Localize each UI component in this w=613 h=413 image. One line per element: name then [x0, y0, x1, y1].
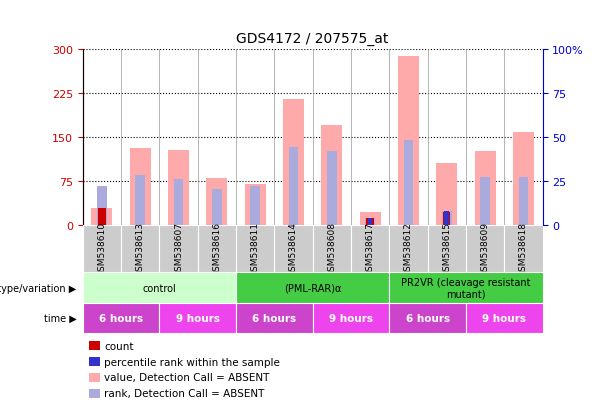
Bar [97, 187, 107, 225]
Text: GSM538616: GSM538616 [212, 221, 221, 276]
Bar [466, 225, 504, 273]
Bar [207, 178, 227, 225]
Bar [403, 141, 413, 225]
Bar [159, 225, 197, 273]
Text: GSM538607: GSM538607 [174, 221, 183, 276]
Bar [504, 225, 543, 273]
Bar [289, 148, 299, 225]
Text: time ▶: time ▶ [44, 313, 77, 323]
Bar [212, 190, 222, 225]
Bar [474, 152, 495, 225]
Bar [275, 225, 313, 273]
Bar [197, 225, 236, 273]
Bar [443, 212, 451, 225]
Bar [389, 225, 428, 273]
Text: GSM538614: GSM538614 [289, 221, 298, 276]
Text: control: control [142, 283, 177, 293]
Bar [313, 304, 389, 333]
Text: 6 hours: 6 hours [406, 313, 449, 323]
Text: GSM538608: GSM538608 [327, 221, 337, 276]
Bar [83, 273, 236, 304]
Bar [389, 304, 466, 333]
Bar [91, 209, 112, 225]
Bar [327, 152, 337, 225]
Bar [513, 133, 534, 225]
Bar [83, 225, 121, 273]
Bar [389, 273, 543, 304]
Bar [428, 225, 466, 273]
Text: genotype/variation ▶: genotype/variation ▶ [0, 283, 77, 293]
Bar [367, 218, 374, 225]
Bar [444, 211, 449, 225]
Bar [245, 184, 265, 225]
Bar [351, 225, 389, 273]
Bar [130, 149, 151, 225]
Text: 9 hours: 9 hours [482, 313, 526, 323]
Bar [83, 304, 159, 333]
Text: GSM538617: GSM538617 [365, 221, 375, 276]
Text: PR2VR (cleavage resistant
mutant): PR2VR (cleavage resistant mutant) [401, 277, 531, 299]
Bar [480, 178, 490, 225]
Text: value, Detection Call = ABSENT: value, Detection Call = ABSENT [104, 373, 270, 382]
Bar [283, 99, 304, 225]
Text: 9 hours: 9 hours [329, 313, 373, 323]
Text: (PML-RAR)α: (PML-RAR)α [284, 283, 341, 293]
Bar [135, 176, 145, 225]
Title: GDS4172 / 207575_at: GDS4172 / 207575_at [237, 32, 389, 46]
Bar [313, 225, 351, 273]
Bar [250, 187, 260, 225]
Bar [466, 304, 543, 333]
Bar [236, 304, 313, 333]
Text: GSM538610: GSM538610 [97, 221, 107, 276]
Text: GSM538609: GSM538609 [481, 221, 490, 276]
Bar [519, 178, 528, 225]
Text: GSM538611: GSM538611 [251, 221, 260, 276]
Text: percentile rank within the sample: percentile rank within the sample [104, 357, 280, 367]
Bar [365, 218, 375, 225]
Text: 6 hours: 6 hours [253, 313, 296, 323]
Text: rank, Detection Call = ABSENT: rank, Detection Call = ABSENT [104, 388, 265, 398]
Text: GSM538613: GSM538613 [135, 221, 145, 276]
Bar [159, 304, 236, 333]
Bar [436, 164, 457, 225]
Bar [173, 179, 183, 225]
Bar [121, 225, 159, 273]
Bar [398, 57, 419, 225]
Bar [98, 209, 105, 225]
Text: count: count [104, 341, 134, 351]
Bar [442, 211, 452, 225]
Bar [236, 273, 389, 304]
Text: GSM538612: GSM538612 [404, 221, 413, 276]
Text: 9 hours: 9 hours [176, 313, 219, 323]
Bar [168, 150, 189, 225]
Bar [236, 225, 275, 273]
Bar [368, 218, 373, 225]
Text: GSM538618: GSM538618 [519, 221, 528, 276]
Bar [321, 126, 342, 225]
Text: GSM538615: GSM538615 [442, 221, 451, 276]
Bar [360, 212, 381, 225]
Text: 6 hours: 6 hours [99, 313, 143, 323]
